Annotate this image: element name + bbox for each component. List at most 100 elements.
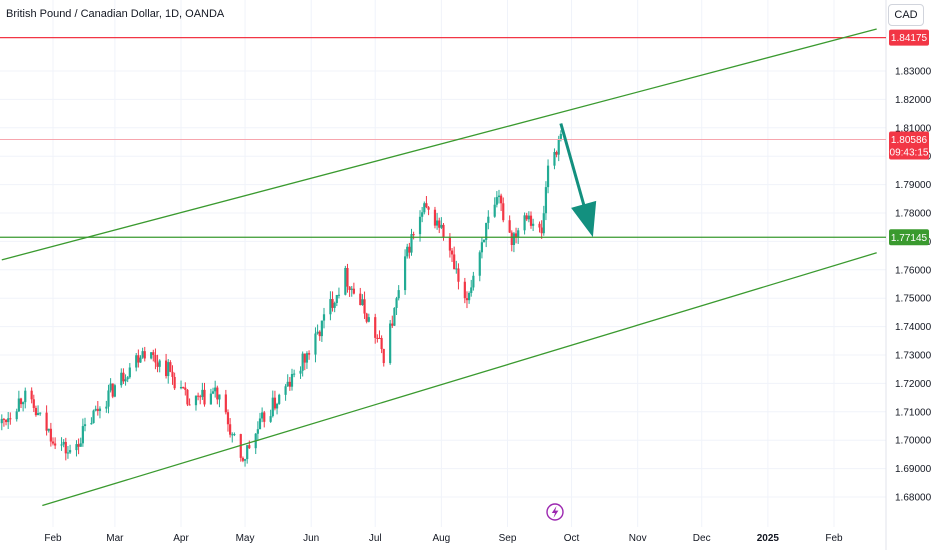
candle-body (555, 152, 558, 155)
candle-body (391, 323, 394, 326)
candle-body (248, 445, 251, 449)
candle-body (435, 220, 439, 226)
candle-body (96, 408, 99, 412)
candle-body (423, 203, 426, 213)
candle-body (62, 441, 65, 445)
candle-body (199, 396, 202, 398)
candle-body (421, 212, 424, 217)
candle-body (169, 362, 172, 372)
candle-body (538, 223, 541, 228)
candle-body (453, 254, 456, 270)
candle-body (203, 389, 206, 405)
candle-body (15, 411, 18, 420)
candle-body (406, 246, 409, 257)
candle-body (393, 307, 396, 326)
price-tick-label: 1.83000 (895, 67, 932, 78)
channel-lower-line (42, 252, 877, 507)
price-tick-label: 1.73000 (895, 351, 932, 362)
candle-body (448, 237, 452, 251)
candle-body (480, 242, 484, 253)
time-tick-label: 2025 (757, 533, 780, 544)
candle-body (322, 314, 326, 321)
candle-body (376, 337, 379, 339)
price-tick-label: 1.75000 (895, 294, 932, 305)
candle-body (517, 230, 520, 238)
candle-body (30, 390, 33, 400)
candle-body (540, 227, 543, 234)
candle-body (271, 397, 274, 417)
candle-body (412, 234, 415, 236)
candle-body (418, 216, 422, 235)
candle-body (126, 377, 129, 380)
currency-selector-button[interactable]: CAD (888, 4, 924, 26)
candle-body (278, 394, 281, 404)
candle-body (335, 294, 338, 303)
candle-body (19, 398, 23, 405)
candle-body (365, 313, 368, 322)
candle-body (532, 223, 535, 226)
candle-body (243, 459, 247, 461)
candle-body (440, 224, 443, 228)
drawing-overlays (0, 28, 886, 507)
candle-body (211, 391, 215, 394)
resistance-price-badge (889, 29, 929, 46)
candle-body (286, 381, 289, 387)
candle-body (472, 275, 475, 288)
price-tick-label: 1.72000 (895, 379, 932, 390)
candle-body (359, 293, 362, 306)
price-badges: 1.84175 1.80586 09:43:15 1.77145 (889, 29, 929, 246)
candle-body (124, 379, 127, 382)
time-tick-label: Aug (432, 533, 450, 544)
candle-body (128, 367, 131, 378)
resistance-price-badge-value: 1.84175 (891, 33, 928, 44)
candle-body (54, 443, 57, 446)
candle-body (226, 412, 230, 425)
candle-body (107, 390, 110, 407)
candle-body (410, 234, 413, 253)
candle-body (60, 444, 63, 446)
candle-body (557, 138, 560, 155)
candle-body (542, 213, 545, 234)
candle-body (256, 429, 259, 434)
candle-body (318, 331, 321, 337)
time-tick-label: Jun (303, 533, 319, 544)
candle-body (367, 317, 370, 322)
time-tick-label: Nov (629, 533, 647, 544)
candle-body (158, 360, 161, 367)
candle-body (482, 239, 486, 243)
candle-body (0, 418, 3, 424)
candle-body (17, 398, 20, 412)
price-tick-label: 1.78000 (895, 209, 932, 220)
candle-body (9, 418, 12, 420)
candle-body (275, 403, 279, 409)
candle-body (457, 268, 460, 282)
candle-body (45, 412, 48, 431)
candle-body (79, 443, 82, 447)
candle-body (320, 320, 323, 337)
candle-body (500, 195, 503, 204)
event-icon[interactable] (546, 503, 564, 521)
candle-body (214, 387, 217, 392)
forecast-arrow (559, 123, 597, 238)
candle-body (186, 389, 189, 405)
candle-body (51, 441, 55, 444)
candle-body (258, 418, 262, 430)
candle-body (497, 195, 501, 198)
candle-body (433, 209, 437, 226)
candle-body (109, 383, 112, 391)
candle-body (465, 298, 469, 301)
time-tick-label: Apr (173, 533, 189, 544)
candle-body (22, 402, 25, 405)
time-axis[interactable]: Feb Mar Apr May Jun Jul Aug Sep Oct Nov Dec 2025 Feb (44, 533, 843, 544)
candle-body (478, 252, 481, 276)
candle-body (363, 299, 366, 314)
candle-body (425, 203, 428, 208)
price-tick-label: 1.76000 (895, 265, 932, 276)
price-tick-label: 1.70000 (895, 436, 932, 447)
candle-body (34, 407, 38, 416)
candle-body (90, 423, 93, 425)
candle-body (487, 216, 490, 223)
candle-body (316, 331, 319, 334)
candle-body (544, 187, 548, 214)
